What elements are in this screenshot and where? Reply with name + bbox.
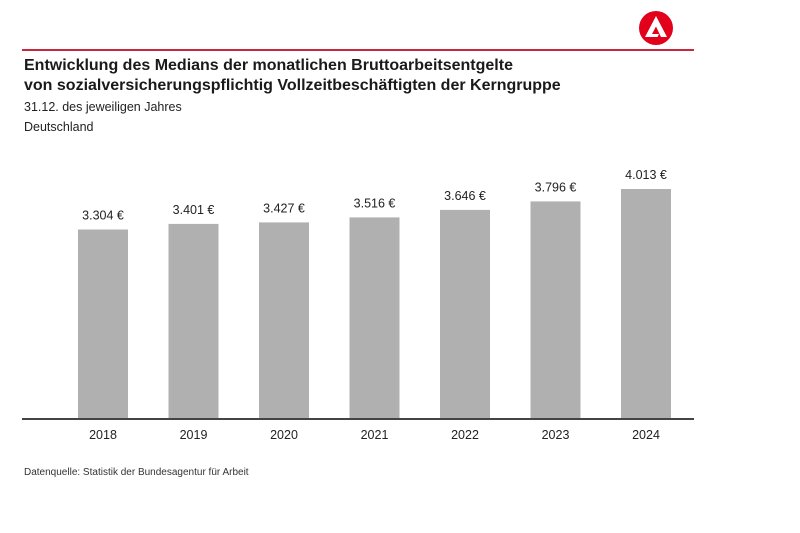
chart-title: Entwicklung des Medians der monatlichen … — [24, 56, 561, 96]
ba-logo-icon — [639, 11, 673, 45]
value-label-2020: 3.427 € — [263, 201, 305, 215]
chart-region: Deutschland — [24, 120, 94, 134]
category-label-2024: 2024 — [632, 428, 660, 442]
bar-2021 — [349, 217, 400, 418]
category-label-2022: 2022 — [451, 428, 479, 442]
bar-2020 — [259, 222, 309, 418]
category-labels-group: 2018 2019 2020 2021 2022 2023 2024 — [89, 428, 660, 442]
header-rule — [22, 49, 694, 51]
chart-title-line2: von sozialversicherungspflichtig Vollzei… — [24, 77, 561, 94]
category-label-2021: 2021 — [361, 428, 389, 442]
value-label-2023: 3.796 € — [535, 180, 577, 194]
data-source-note: Datenquelle: Statistik der Bundesagentur… — [24, 467, 249, 478]
category-label-2019: 2019 — [180, 428, 208, 442]
bar-2023 — [530, 201, 581, 418]
category-label-2020: 2020 — [270, 428, 298, 442]
value-labels-group: 3.304 € 3.401 € 3.427 € 3.516 € 3.646 € 3.796… — [82, 168, 667, 223]
chart-title-line1: Entwicklung des Medians der monatlichen … — [24, 57, 513, 74]
value-label-2019: 3.401 € — [173, 203, 215, 217]
value-label-2024: 4.013 € — [625, 168, 667, 182]
value-label-2018: 3.304 € — [82, 209, 124, 223]
value-label-2022: 3.646 € — [444, 189, 486, 203]
bars-group — [78, 189, 671, 418]
category-label-2023: 2023 — [542, 428, 570, 442]
category-label-2018: 2018 — [89, 428, 117, 442]
bar-2022 — [440, 209, 490, 418]
bar-2018 — [78, 229, 128, 418]
bar-2024 — [621, 189, 671, 418]
bar-2019 — [168, 223, 219, 418]
value-label-2021: 3.516 € — [354, 196, 396, 210]
chart-subtitle: 31.12. des jeweiligen Jahres — [24, 100, 182, 114]
